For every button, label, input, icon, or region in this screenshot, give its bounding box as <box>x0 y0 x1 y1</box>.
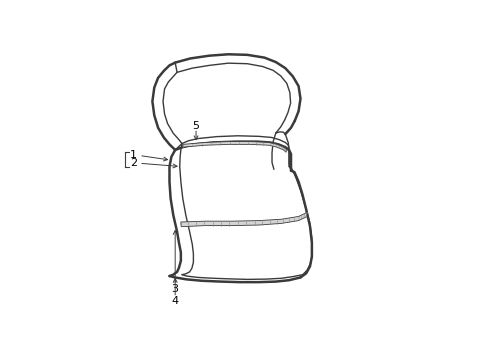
Text: 2: 2 <box>130 158 137 168</box>
Text: 1: 1 <box>130 150 137 161</box>
Polygon shape <box>181 212 307 227</box>
Polygon shape <box>183 141 287 152</box>
Text: 3: 3 <box>172 284 179 293</box>
Text: 4: 4 <box>172 296 179 306</box>
Text: 5: 5 <box>193 121 199 131</box>
